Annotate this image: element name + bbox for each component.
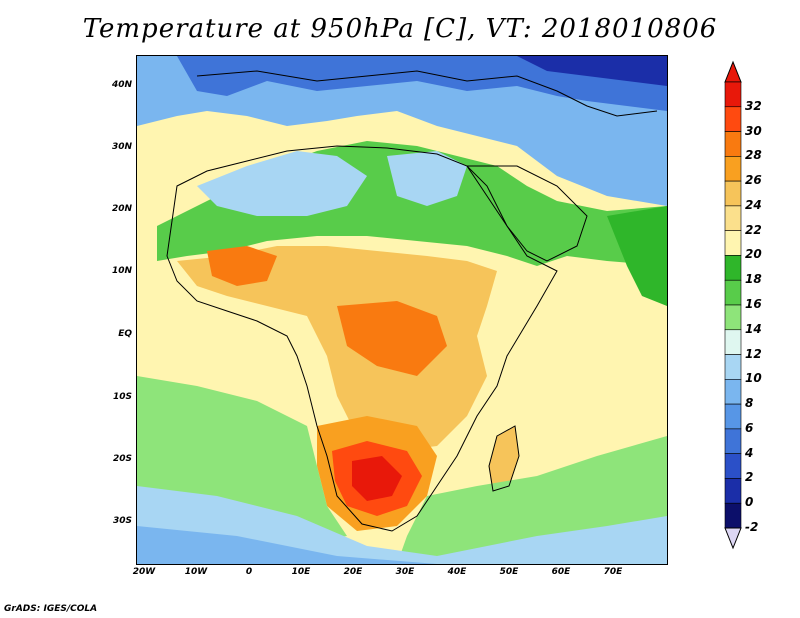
west-africa-hot-patch [207, 246, 277, 286]
colorbar-cell [724, 205, 742, 231]
sahara-cool-patch-east [387, 151, 467, 206]
colorbar-label: 20 [745, 247, 762, 262]
colorbar-cell [724, 279, 742, 306]
colorbar-cell [724, 453, 742, 479]
temperature-map-svg [137, 56, 667, 564]
lon-tick-label: 70E [603, 567, 623, 577]
far-north-east-field [517, 56, 667, 86]
colorbar-bottom-arrow [724, 527, 742, 550]
madagascar-field [489, 426, 519, 491]
lat-tick-label: EQ [118, 329, 132, 339]
colorbar-label: 22 [745, 222, 762, 237]
colorbar-label: 28 [745, 148, 762, 163]
colorbar-cell [724, 131, 742, 157]
lon-tick-label: 10E [291, 567, 311, 577]
colorbar-label: 6 [745, 420, 754, 435]
southern-africa-hottest-core [352, 456, 402, 501]
lat-tick-label: 20S [112, 454, 132, 464]
colorbar-label: -2 [745, 520, 759, 534]
colorbar-cell [724, 255, 742, 281]
colorbar-label: 8 [745, 396, 754, 411]
arabia-outline [466, 165, 588, 262]
lon-tick-label: 20E [343, 567, 363, 577]
lat-tick-label: 20N [111, 204, 132, 214]
madagascar-outline [488, 425, 520, 492]
colorbar-cell [724, 379, 742, 405]
sahara-cool-patch [197, 151, 367, 216]
lon-tick-label: 50E [499, 567, 519, 577]
colorbar-label: 26 [745, 173, 762, 188]
sahel-warm-field [177, 246, 497, 451]
colorbar [724, 60, 742, 550]
colorbar-cell [724, 502, 742, 529]
colorbar-label: 4 [745, 445, 754, 460]
colorbar-cell [724, 403, 742, 430]
colorbar-label: 0 [745, 495, 754, 510]
colorbar-cell [724, 180, 742, 207]
europe-outline [196, 70, 658, 117]
colorbar-top-arrow [724, 60, 742, 83]
colorbar-cell [724, 428, 742, 454]
colorbar-cell [724, 329, 742, 355]
lon-tick-label: 20W [132, 567, 156, 577]
lon-tick-label: 0 [245, 567, 253, 577]
colorbar-label: 10 [745, 371, 762, 386]
colorbar-label: 18 [745, 272, 762, 287]
lat-tick-label: 30N [111, 142, 132, 152]
lat-tick-label: 10N [111, 266, 132, 276]
colorbar-label: 12 [745, 346, 762, 361]
colorbar-cell [724, 478, 742, 504]
colorbar-label: 2 [745, 470, 754, 485]
colorbar-label: 32 [745, 98, 762, 113]
lat-tick-label: 30S [112, 516, 132, 526]
colorbar-cell [724, 156, 742, 182]
colorbar-label: 14 [745, 321, 762, 336]
colorbar-cells [724, 60, 742, 550]
lon-tick-label: 30E [395, 567, 415, 577]
grads-credit: GrADS: IGES/COLA [4, 604, 98, 614]
colorbar-cell [724, 230, 742, 256]
north-cold-field [137, 56, 667, 206]
lon-tick-label: 10W [184, 567, 208, 577]
coastline-outline [166, 145, 558, 532]
central-africa-hot-patch [337, 301, 447, 376]
colorbar-cell [724, 354, 742, 380]
temperature-map [136, 55, 668, 565]
colorbar-label: 30 [745, 123, 762, 138]
south-ocean-coldest-field [137, 526, 437, 564]
india-green-field [607, 206, 667, 306]
colorbar-label: 16 [745, 297, 762, 311]
lat-tick-label: 40N [111, 80, 132, 90]
lon-tick-label: 40E [447, 567, 467, 577]
colorbar-cell [724, 81, 742, 108]
colorbar-label: 24 [745, 197, 762, 212]
lat-tick-label: 10S [112, 392, 132, 402]
colorbar-cell [724, 304, 742, 331]
lon-tick-label: 60E [551, 567, 571, 577]
colorbar-cell [724, 106, 742, 132]
map-title: Temperature at 950hPa [C], VT: 201801080… [82, 14, 718, 44]
